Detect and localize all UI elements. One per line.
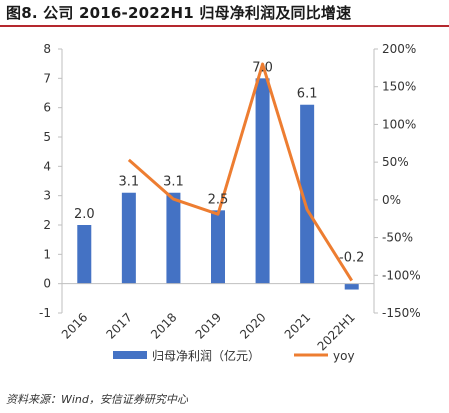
bar [121,192,136,284]
data-label: 7.0 [252,60,273,75]
left-axis: -1 0 1 2 3 4 5 6 7 8 [39,42,63,320]
bar-series [77,78,359,290]
data-label: 3.1 [163,175,184,190]
legend-bar-label: 归母净利润（亿元） [152,348,260,363]
bar [77,225,92,284]
x-tick-label: 2020 [237,310,268,341]
bar [344,283,359,290]
left-tick-label: 0 [43,277,51,291]
x-tick-label: 2016 [59,310,90,341]
legend-bar-swatch [113,351,147,359]
x-tick-label: 2018 [148,310,179,341]
yoy-line [127,62,353,282]
left-tick-label: 7 [43,71,51,85]
data-label: -0.2 [339,251,364,266]
data-label: 2.0 [74,207,95,222]
x-tick-label: 2022H1 [315,310,358,353]
data-label: 3.1 [119,175,140,190]
left-tick-label: 4 [43,159,51,173]
legend-line-label: yoy [333,349,355,363]
data-label: 6.1 [297,87,318,102]
right-tick-label: 0% [382,193,401,207]
right-tick-label: 50% [382,155,409,169]
data-label: 2.5 [208,192,229,207]
right-tick-label: -50% [382,231,413,245]
x-tick-label: 2019 [193,310,224,341]
left-tick-label: 8 [43,42,51,56]
left-tick-label: 3 [43,189,51,203]
bar [300,104,315,284]
right-tick-label: 200% [382,42,416,56]
source-note: 资料来源：Wind，安信证券研究中心 [6,393,188,406]
legend: 归母净利润（亿元） yoy [113,348,355,363]
right-tick-label: -100% [382,268,421,282]
x-tick-label: 2021 [282,310,313,341]
left-tick-label: 6 [43,101,51,115]
bar [255,78,270,284]
right-axis: -150% -100% -50% 0% 50% 100% 150% 200% [373,42,421,320]
left-tick-label: -1 [39,306,51,320]
bar [211,210,225,284]
left-tick-label: 1 [43,247,51,261]
right-tick-label: 100% [382,117,416,131]
title-rule [0,25,449,27]
x-axis: 2016 2017 2018 2019 2020 2021 2022H1 [59,283,374,353]
bar [166,192,181,284]
chart-title: 图8. 公司 2016-2022H1 归母净利润及同比增速 [6,4,352,22]
left-tick-label: 2 [43,218,51,232]
left-tick-label: 5 [43,130,51,144]
right-tick-label: 150% [382,80,416,94]
right-tick-label: -150% [382,306,421,320]
x-tick-label: 2017 [103,310,134,341]
line-series [127,62,353,282]
data-labels: 2.0 3.1 3.1 2.5 7.0 6.1 -0.2 [74,60,364,265]
